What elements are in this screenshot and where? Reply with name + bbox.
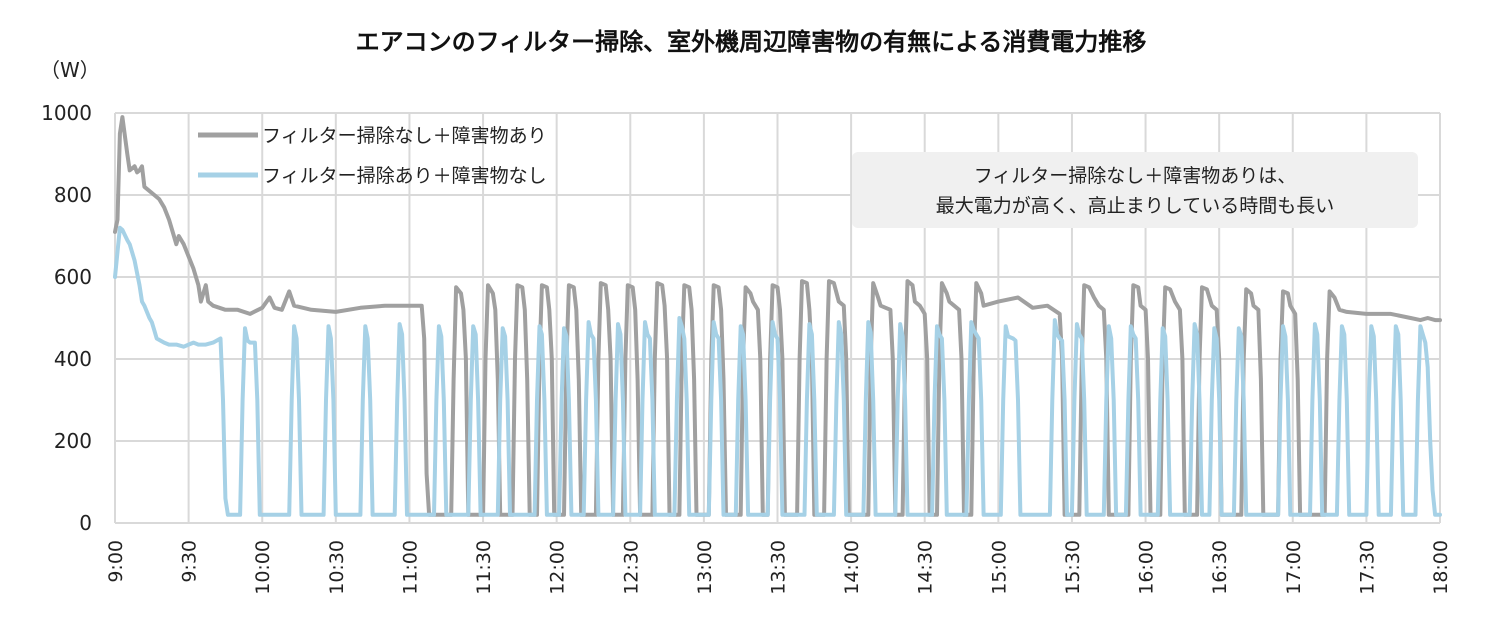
x-tick-label: 10:30 (326, 540, 348, 595)
x-tick-label: 18:00 (1430, 540, 1452, 595)
y-unit-label: （W） (40, 58, 100, 82)
x-tick-label: 11:00 (399, 540, 421, 595)
legend: フィルター掃除なし＋障害物あり フィルター掃除あり＋障害物なし (198, 125, 547, 187)
x-tick-label: 17:00 (1283, 540, 1305, 595)
legend-label-series-0: フィルター掃除なし＋障害物あり (262, 125, 547, 147)
x-tick-label: 13:30 (768, 540, 790, 595)
y-tick-label: 1000 (41, 101, 92, 125)
series-lines (113, 115, 1442, 517)
annotation-line-1: フィルター掃除なし＋障害物ありは、 (974, 165, 1297, 187)
x-tick-label: 17:30 (1356, 540, 1378, 595)
legend-label-series-1: フィルター掃除あり＋障害物なし (262, 165, 547, 187)
annotation-line-2: 最大電力が高く、高止まりしている時間も長い (936, 195, 1334, 217)
chart-title: エアコンのフィルター掃除、室外機周辺障害物の有無による消費電力推移 (356, 28, 1147, 56)
x-tick-label: 15:00 (988, 540, 1010, 595)
x-tick-label: 16:00 (1136, 540, 1158, 595)
x-tick-label: 10:00 (252, 540, 274, 595)
y-tick-label: 400 (54, 347, 92, 371)
x-tick-label: 15:30 (1062, 540, 1084, 595)
x-tick-label: 14:00 (841, 540, 863, 595)
y-tick-labels: 0 200 400 600 800 1000 (41, 101, 92, 535)
x-tick-label: 13:00 (694, 540, 716, 595)
x-tick-label: 16:30 (1209, 540, 1231, 595)
x-tick-label: 11:30 (473, 540, 495, 595)
x-tick-label: 9:30 (179, 540, 201, 583)
y-tick-label: 800 (54, 183, 92, 207)
y-tick-label: 0 (79, 511, 92, 535)
y-tick-label: 200 (54, 429, 92, 453)
annotation-box: フィルター掃除なし＋障害物ありは、 最大電力が高く、高止まりしている時間も長い (852, 152, 1418, 228)
x-tick-label: 9:00 (105, 540, 127, 583)
series-line-0 (113, 115, 1442, 517)
x-tick-labels: 9:00 9:30 10:00 10:30 11:00 11:30 12:00 12:30 13… (105, 540, 1452, 595)
x-tick-label: 12:30 (620, 540, 642, 595)
series-line-1 (113, 225, 1442, 517)
x-tick-label: 12:00 (547, 540, 569, 595)
x-tick-label: 14:30 (915, 540, 937, 595)
y-tick-label: 600 (54, 265, 92, 289)
